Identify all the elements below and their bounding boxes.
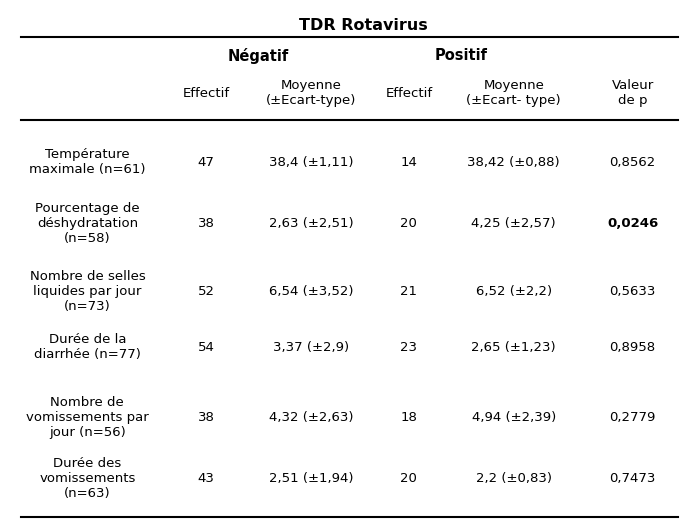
Text: Nombre de
vomissements par
jour (n=56): Nombre de vomissements par jour (n=56) (26, 396, 149, 439)
Text: Pourcentage de
déshydratation
(n=58): Pourcentage de déshydratation (n=58) (35, 202, 140, 245)
Text: Effectif: Effectif (182, 87, 230, 99)
Text: 2,65 (±1,23): 2,65 (±1,23) (471, 341, 556, 354)
Text: 4,32 (±2,63): 4,32 (±2,63) (269, 411, 353, 424)
Text: 4,94 (±2,39): 4,94 (±2,39) (472, 411, 556, 424)
Text: Moyenne
(±Ecart-type): Moyenne (±Ecart-type) (266, 79, 356, 107)
Text: 2,51 (±1,94): 2,51 (±1,94) (269, 472, 353, 485)
Text: 0,8958: 0,8958 (610, 341, 656, 354)
Text: 18: 18 (401, 411, 417, 424)
Text: 2,63 (±2,51): 2,63 (±2,51) (268, 217, 354, 230)
Text: Effectif: Effectif (385, 87, 433, 99)
Text: 43: 43 (198, 472, 215, 485)
Text: Valeur
de p: Valeur de p (612, 79, 654, 107)
Text: 0,2779: 0,2779 (610, 411, 656, 424)
Text: 2,2 (±0,83): 2,2 (±0,83) (476, 472, 552, 485)
Text: 38,4 (±1,11): 38,4 (±1,11) (269, 156, 353, 169)
Text: 0,0246: 0,0246 (607, 217, 658, 230)
Text: 0,5633: 0,5633 (610, 285, 656, 297)
Text: Durée de la
diarrhée (n=77): Durée de la diarrhée (n=77) (34, 334, 140, 361)
Text: 0,8562: 0,8562 (610, 156, 656, 169)
Text: 6,52 (±2,2): 6,52 (±2,2) (476, 285, 552, 297)
Text: 0,7473: 0,7473 (610, 472, 656, 485)
Text: Positif: Positif (435, 48, 488, 63)
Text: 3,37 (±2,9): 3,37 (±2,9) (273, 341, 349, 354)
Text: 21: 21 (401, 285, 417, 297)
Text: 54: 54 (198, 341, 215, 354)
Text: 38: 38 (198, 411, 215, 424)
Text: Moyenne
(±Ecart- type): Moyenne (±Ecart- type) (466, 79, 561, 107)
Text: Durée des
vomissements
(n=63): Durée des vomissements (n=63) (39, 458, 136, 500)
Text: Négatif: Négatif (228, 48, 289, 64)
Text: 47: 47 (198, 156, 215, 169)
Text: 38,42 (±0,88): 38,42 (±0,88) (468, 156, 560, 169)
Text: 20: 20 (401, 472, 417, 485)
Text: 6,54 (±3,52): 6,54 (±3,52) (269, 285, 353, 297)
Text: 38: 38 (198, 217, 215, 230)
Text: Nombre de selles
liquides par jour
(n=73): Nombre de selles liquides par jour (n=73… (29, 270, 145, 312)
Text: Température
maximale (n=61): Température maximale (n=61) (29, 148, 145, 176)
Text: 14: 14 (401, 156, 417, 169)
Text: 23: 23 (401, 341, 417, 354)
Text: 52: 52 (198, 285, 215, 297)
Text: 20: 20 (401, 217, 417, 230)
Text: 4,25 (±2,57): 4,25 (±2,57) (471, 217, 556, 230)
Text: TDR Rotavirus: TDR Rotavirus (299, 18, 428, 33)
